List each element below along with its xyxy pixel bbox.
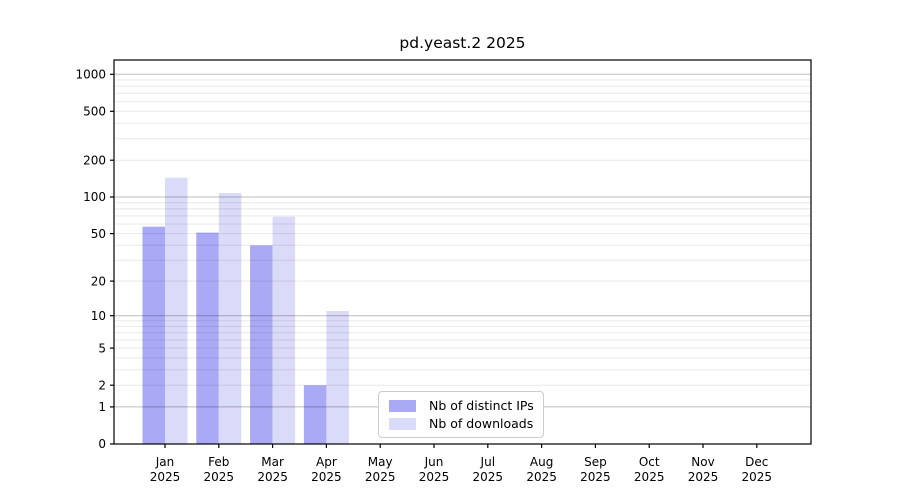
gridlines (114, 73, 811, 408)
x-tick-label-year: 2025 (580, 470, 611, 484)
bar-distinct-ips-apr (303, 385, 327, 444)
legend-item-distinct-ips: Nb of distinct IPs (389, 398, 534, 413)
y-tick-label: 20 (91, 274, 106, 288)
x-tick-label-year: 2025 (473, 470, 504, 484)
bar-downloads-apr (326, 311, 349, 444)
x-tick-label-month: Jun (424, 455, 444, 469)
y-tick-label: 2 (98, 378, 106, 392)
legend-label-distinct-ips: Nb of distinct IPs (429, 398, 534, 413)
x-tick-label-month: Mar (261, 455, 284, 469)
chart-title: pd.yeast.2 2025 (399, 34, 526, 52)
bar-distinct-ips-jan (142, 226, 165, 444)
bar-distinct-ips-feb (196, 232, 219, 444)
legend-label-downloads: Nb of downloads (429, 416, 534, 431)
y-tick-label: 500 (83, 105, 106, 119)
bar-downloads-mar (272, 216, 296, 444)
x-tick-label-year: 2025 (419, 470, 450, 484)
y-tick-label: 200 (83, 153, 106, 167)
legend-swatch-distinct-ips-icon (389, 399, 416, 412)
y-tick-label: 10 (91, 309, 106, 323)
y-tick-label: 1000 (75, 68, 106, 82)
x-tick-label-month: Feb (208, 455, 229, 469)
x-tick-label-month: Dec (745, 455, 768, 469)
x-tick-label-year: 2025 (742, 470, 773, 484)
legend-swatch-downloads-icon (389, 417, 416, 430)
x-tick-label-year: 2025 (257, 470, 288, 484)
x-tick-label-year: 2025 (526, 470, 557, 484)
y-tick-label: 50 (91, 227, 106, 241)
bar-downloads-jan (165, 177, 188, 444)
x-tick-label-month: Sep (584, 455, 607, 469)
bar-distinct-ips-mar (250, 245, 273, 444)
legend-item-downloads: Nb of downloads (389, 416, 533, 431)
x-tick-label-month: Apr (316, 455, 337, 469)
y-tick-label: 5 (98, 341, 106, 355)
x-tick-label-month: Aug (530, 455, 553, 469)
y-tick-label: 1 (98, 400, 106, 414)
x-tick-label-year: 2025 (365, 470, 396, 484)
bar-downloads-feb (218, 193, 242, 444)
plot-border (113, 59, 812, 445)
x-tick-label-year: 2025 (204, 470, 235, 484)
x-tick-label-month: Oct (639, 455, 660, 469)
y-tick-label: 100 (83, 190, 106, 204)
x-tick-label-year: 2025 (150, 470, 181, 484)
x-tick-label-year: 2025 (688, 470, 719, 484)
x-tick-label-month: Jul (480, 455, 495, 469)
x-tick-label-month: Nov (691, 455, 714, 469)
x-tick-label-year: 2025 (634, 470, 665, 484)
y-tick-label: 0 (98, 437, 106, 451)
x-tick-label-month: Jan (155, 455, 175, 469)
x-tick-label-month: May (368, 455, 393, 469)
legend: Nb of distinct IPs Nb of downloads (378, 391, 544, 438)
x-tick-label-year: 2025 (311, 470, 342, 484)
